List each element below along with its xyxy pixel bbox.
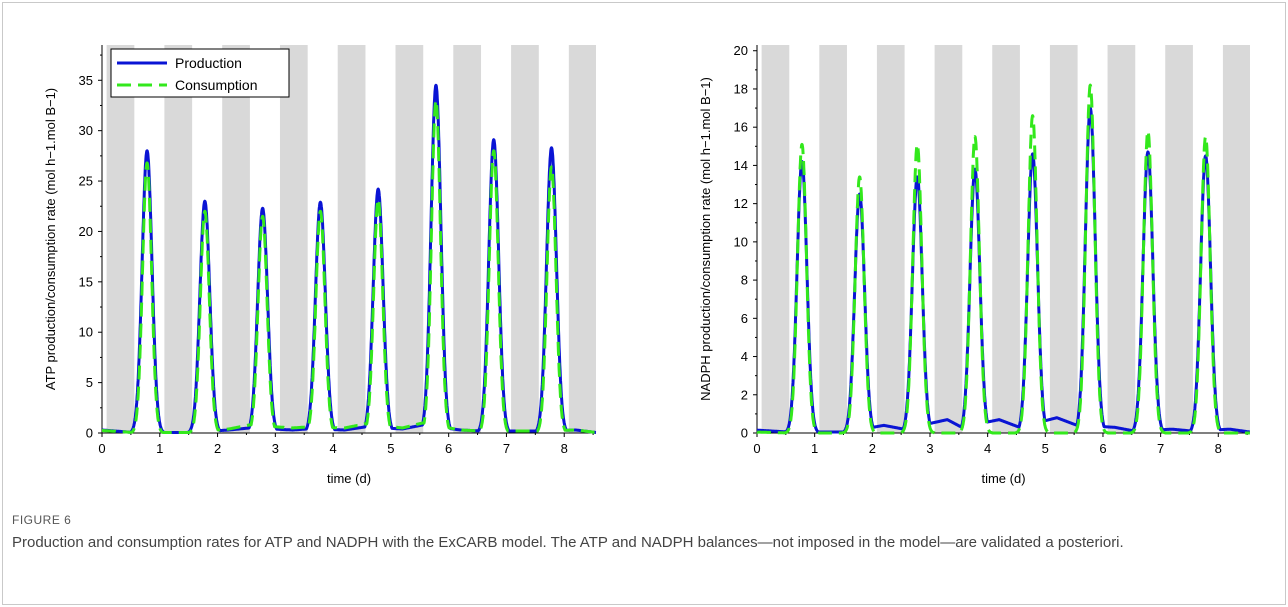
x-tick-label: 1 — [811, 441, 818, 456]
chart-atp: 0 1 2 3 4 5 6 7 8 0 5 10 15 20 25 30 35 time (d) ATP produ… — [43, 45, 598, 486]
x-tick-label: 6 — [445, 441, 452, 456]
x-tick-label: 3 — [926, 441, 933, 456]
x-tick-label: 5 — [387, 441, 394, 456]
night-band — [934, 45, 963, 433]
y-tick-label: 18 — [734, 81, 748, 96]
legend-label-consumption: Consumption — [175, 77, 258, 93]
x-tick-label: 1 — [156, 441, 163, 456]
x-tick-label: 5 — [1042, 441, 1049, 456]
y-axis-label: NADPH production/consumption rate (mol h… — [698, 77, 713, 401]
y-tick-label: 10 — [734, 234, 748, 249]
y-tick-label: 6 — [741, 311, 748, 326]
y-axis-label: ATP production/consumption rate (mol h−1… — [43, 88, 58, 390]
x-tick-label: 8 — [561, 441, 568, 456]
y-tick-label: 10 — [79, 325, 93, 340]
y-tick-label: 30 — [79, 123, 93, 138]
y-tick-label: 0 — [86, 426, 93, 441]
night-band — [819, 45, 847, 433]
night-band — [1049, 45, 1078, 433]
y-tick-label: 20 — [79, 224, 93, 239]
x-axis-label: time (d) — [981, 471, 1025, 486]
x-tick-label: 0 — [98, 441, 105, 456]
legend-box — [110, 48, 290, 98]
y-tick-label: 20 — [734, 43, 748, 58]
y-tick-label: 4 — [741, 349, 748, 364]
figure-label: FIGURE 6 — [12, 513, 72, 527]
x-tick-label: 8 — [1215, 441, 1222, 456]
y-tick-label: 8 — [741, 273, 748, 288]
night-band — [106, 45, 135, 433]
x-tick-label: 3 — [272, 441, 279, 456]
y-tick-label: 14 — [734, 158, 748, 173]
y-tick-label: 25 — [79, 174, 93, 189]
x-tick-label: 0 — [753, 441, 760, 456]
y-tick-label: 2 — [741, 387, 748, 402]
night-band — [337, 45, 366, 433]
night-band — [992, 45, 1020, 433]
y-tick-label: 15 — [79, 274, 93, 289]
night-band — [1165, 45, 1193, 433]
night-band — [568, 45, 596, 433]
y-tick-label: 16 — [734, 120, 748, 135]
night-band — [453, 45, 482, 433]
night-band — [164, 45, 193, 433]
night-band — [395, 45, 424, 433]
night-band — [876, 45, 905, 433]
x-tick-label: 7 — [503, 441, 510, 456]
legend-label-production: Production — [175, 55, 242, 71]
night-band — [1107, 45, 1136, 433]
series-line-consumption — [100, 98, 598, 434]
night-band — [761, 45, 790, 433]
series-line-consumption — [755, 83, 1252, 435]
x-tick-label: 7 — [1157, 441, 1164, 456]
x-tick-label: 4 — [984, 441, 991, 456]
x-tick-label: 4 — [329, 441, 336, 456]
x-tick-label: 6 — [1099, 441, 1106, 456]
x-axis-label: time (d) — [327, 471, 371, 486]
y-tick-label: 5 — [86, 375, 93, 390]
figure-caption: FIGURE 6 Production and consumption rate… — [12, 513, 1262, 553]
night-band — [511, 45, 539, 433]
x-tick-label: 2 — [214, 441, 221, 456]
night-band — [222, 45, 250, 433]
night-band — [279, 45, 308, 433]
y-tick-label: 0 — [741, 426, 748, 441]
figure-caption-text: Production and consumption rates for ATP… — [12, 534, 1124, 551]
y-tick-label: 35 — [79, 73, 93, 88]
night-band — [1222, 45, 1250, 433]
x-tick-label: 2 — [869, 441, 876, 456]
y-tick-label: 12 — [734, 196, 748, 211]
